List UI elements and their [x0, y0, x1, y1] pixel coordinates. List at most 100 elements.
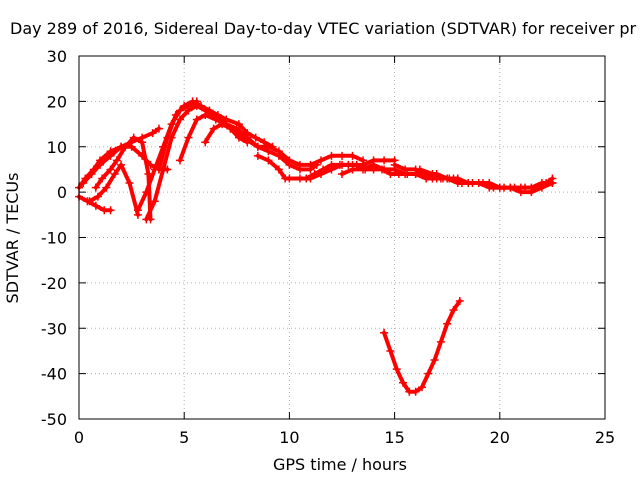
x-tick-labels: 0 5 10 15 20 25	[74, 428, 615, 447]
axis-ticks	[78, 55, 606, 420]
data-point	[93, 192, 102, 201]
data-point	[175, 115, 184, 124]
data-point	[234, 120, 243, 129]
data-point	[205, 106, 214, 115]
data-point	[154, 165, 163, 174]
data-point	[338, 169, 346, 178]
data-point	[188, 97, 197, 106]
data-point	[348, 165, 357, 174]
data-point	[209, 124, 218, 133]
y-axis-label: SDTVAR / TECUs	[3, 173, 22, 304]
data-point	[106, 151, 115, 160]
data-point	[163, 133, 172, 142]
data-point	[542, 179, 551, 188]
data-point	[125, 179, 134, 188]
series-trace-j	[201, 120, 368, 169]
data-point	[327, 160, 336, 169]
data-point	[310, 169, 319, 178]
data-point	[335, 160, 344, 169]
data-point	[106, 206, 115, 215]
y-tick-label: 20	[47, 92, 67, 111]
data-point	[510, 183, 519, 192]
y-tick-label: -50	[41, 410, 67, 429]
plot-series	[75, 97, 557, 396]
data-point	[175, 156, 184, 165]
data-point	[239, 133, 248, 142]
data-point	[213, 110, 222, 119]
data-point	[386, 346, 395, 355]
data-point	[417, 383, 426, 392]
series-line	[203, 122, 365, 167]
data-point	[154, 124, 163, 133]
chart-title: Day 289 of 2016, Sidereal Day-to-day VTE…	[10, 19, 637, 38]
data-point	[424, 369, 433, 378]
data-point	[380, 156, 389, 165]
data-point	[436, 337, 445, 346]
data-point	[91, 201, 100, 210]
data-point	[142, 188, 151, 197]
data-point	[478, 179, 487, 188]
y-tick-label: -10	[41, 229, 67, 248]
data-point	[338, 151, 346, 160]
data-point	[411, 387, 420, 396]
data-point	[302, 174, 311, 183]
data-point	[110, 169, 119, 178]
data-point	[218, 120, 227, 129]
data-point	[521, 183, 530, 192]
data-point	[468, 179, 477, 188]
y-tick-label: -40	[41, 365, 67, 384]
data-point	[348, 151, 357, 160]
data-point	[399, 378, 408, 387]
data-point	[415, 165, 424, 174]
data-point	[344, 160, 353, 169]
data-point	[438, 174, 447, 183]
y-tick-label: 0	[57, 183, 67, 202]
series-trace-o	[415, 165, 557, 192]
data-point	[251, 133, 260, 142]
x-tick-label: 10	[279, 428, 299, 447]
y-tick-label: -20	[41, 274, 67, 293]
data-point	[285, 156, 294, 165]
data-point	[201, 138, 210, 147]
data-point	[449, 306, 458, 315]
data-point	[133, 206, 142, 215]
data-point	[319, 165, 328, 174]
data-point	[455, 297, 464, 306]
data-point	[79, 179, 88, 188]
series-trace-e	[91, 133, 155, 224]
data-point	[96, 160, 105, 169]
data-point	[457, 179, 466, 188]
x-tick-label: 20	[490, 428, 510, 447]
data-point	[380, 328, 389, 337]
x-tick-label: 25	[595, 428, 615, 447]
data-point	[117, 160, 126, 169]
data-point	[184, 133, 193, 142]
data-point	[253, 151, 262, 160]
data-point	[138, 138, 147, 147]
series-trace-p	[380, 297, 464, 396]
data-point	[489, 183, 498, 192]
data-point	[106, 165, 115, 174]
data-point	[274, 147, 283, 156]
data-point	[226, 124, 235, 133]
data-point	[148, 129, 157, 138]
data-point	[548, 174, 557, 183]
data-point	[211, 115, 220, 124]
data-point	[285, 174, 294, 183]
x-tick-label: 15	[384, 428, 404, 447]
data-point	[180, 101, 189, 110]
y-tick-label: 10	[47, 138, 67, 157]
data-point	[428, 169, 437, 178]
y-tick-label: -30	[41, 319, 67, 338]
data-point	[253, 142, 262, 151]
data-point	[201, 110, 210, 119]
data-point	[87, 169, 96, 178]
data-point	[121, 142, 130, 151]
y-tick-label: 30	[47, 47, 67, 66]
data-point	[98, 174, 107, 183]
y-tick-labels: -50 -40 -30 -20 -10 0 10 20 30	[41, 47, 67, 429]
data-point	[306, 160, 315, 169]
data-point	[369, 160, 378, 169]
